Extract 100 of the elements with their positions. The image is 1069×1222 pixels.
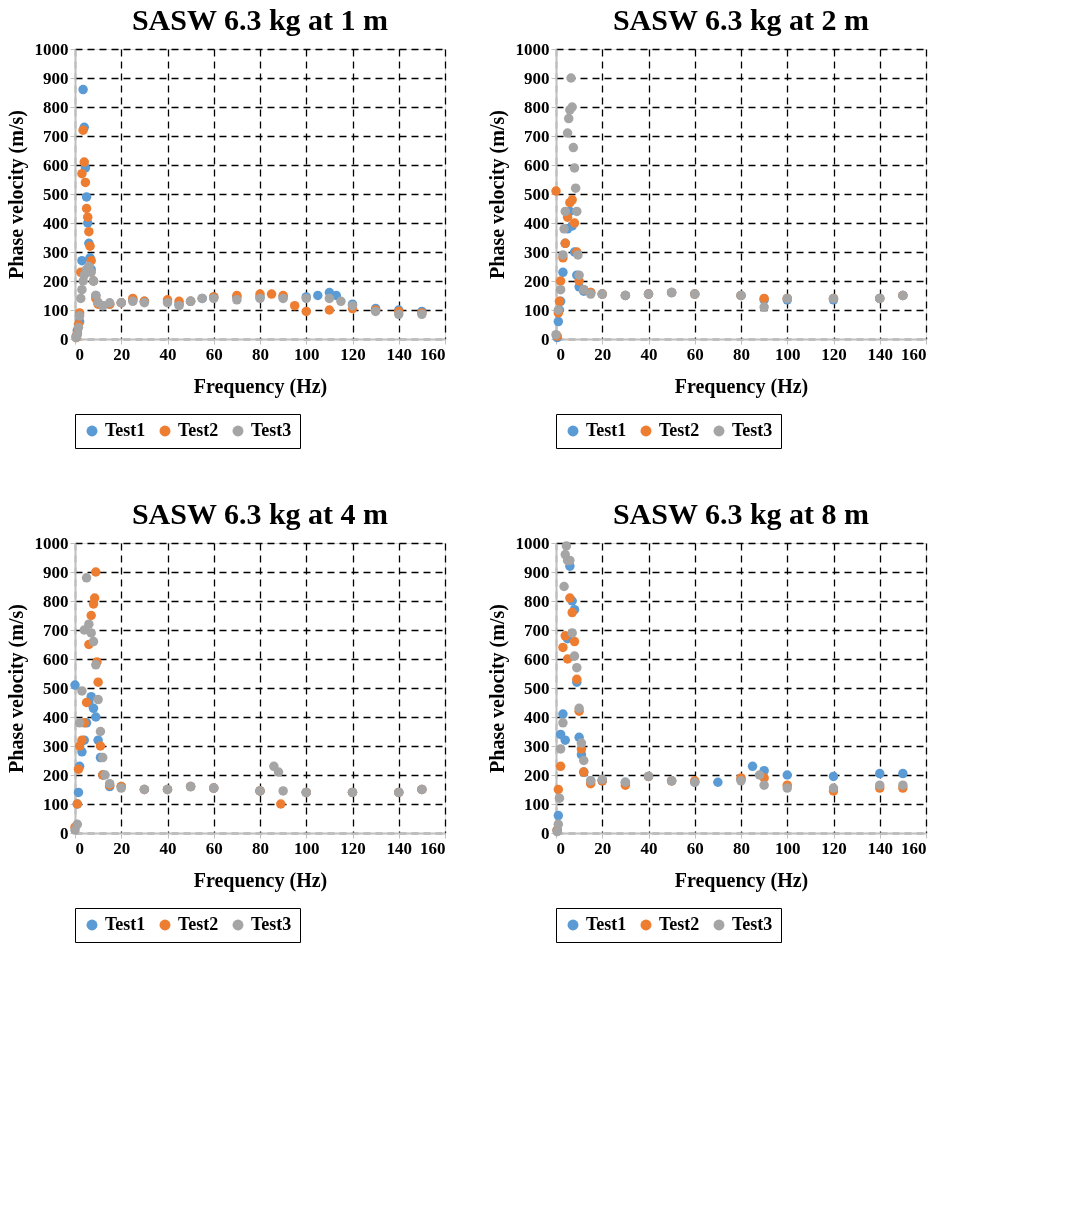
legend-label: Test3 — [251, 914, 292, 934]
x-tick-label: 140 — [867, 344, 893, 364]
legend-label: Test2 — [178, 420, 219, 440]
y-tick-label: 1000 — [515, 533, 550, 553]
y-tick-label: 200 — [524, 271, 550, 291]
x-tick-label: 160 — [901, 838, 927, 858]
y-tick-label: 400 — [43, 213, 69, 233]
legend-label: Test1 — [586, 914, 627, 934]
y-tick-label: 300 — [43, 242, 69, 262]
legend-label: Test3 — [251, 420, 292, 440]
legend-label: Test1 — [586, 420, 627, 440]
y-tick-label: 600 — [43, 155, 69, 175]
x-tick-label: 160 — [420, 344, 446, 364]
y-tick-label: 400 — [524, 707, 550, 727]
x-tick-label: 120 — [340, 344, 366, 364]
y-tick-label: 300 — [524, 736, 550, 756]
x-tick-label: 80 — [252, 344, 269, 364]
x-tick-label: 0 — [75, 344, 84, 364]
x-axis-title: Frequency (Hz) — [674, 868, 809, 892]
y-tick-label: 900 — [43, 562, 69, 582]
y-tick-label: 300 — [43, 736, 69, 756]
y-tick-label: 200 — [43, 765, 69, 785]
y-tick-label: 600 — [524, 155, 550, 175]
y-tick-label: 800 — [43, 97, 69, 117]
x-tick-label: 100 — [775, 344, 801, 364]
x-tick-label: 80 — [733, 838, 750, 858]
y-tick-label: 200 — [524, 765, 550, 785]
x-tick-label: 100 — [294, 344, 320, 364]
y-tick-label: 900 — [43, 68, 69, 88]
y-tick-label: 800 — [524, 97, 550, 117]
x-tick-label: 60 — [686, 838, 704, 858]
y-tick-label: 700 — [43, 620, 69, 640]
chart-title: SASW 6.3 kg at 2 m — [612, 3, 870, 36]
x-tick-label: 140 — [386, 838, 412, 858]
y-tick-label: 700 — [43, 126, 69, 146]
y-tick-label: 1000 — [34, 533, 69, 553]
x-tick-label: 100 — [775, 838, 801, 858]
x-tick-label: 20 — [113, 838, 131, 858]
x-tick-label: 100 — [294, 838, 320, 858]
y-tick-label: 500 — [43, 678, 69, 698]
x-tick-label: 0 — [75, 838, 84, 858]
y-axis-title: Phase velocity (m/s) — [4, 604, 28, 773]
y-tick-label: 0 — [60, 823, 69, 843]
x-tick-label: 160 — [420, 838, 446, 858]
y-tick-label: 500 — [524, 678, 550, 698]
x-tick-label: 0 — [556, 344, 565, 364]
y-tick-label: 600 — [43, 649, 69, 669]
x-tick-label: 40 — [640, 838, 658, 858]
y-tick-label: 600 — [524, 649, 550, 669]
x-tick-label: 60 — [686, 344, 704, 364]
x-tick-label: 60 — [205, 344, 223, 364]
y-tick-label: 0 — [60, 329, 69, 349]
y-tick-label: 0 — [541, 329, 550, 349]
x-tick-label: 60 — [205, 838, 223, 858]
x-tick-label: 20 — [594, 838, 612, 858]
legend-label: Test2 — [659, 420, 700, 440]
y-tick-label: 700 — [524, 620, 550, 640]
x-tick-label: 140 — [386, 344, 412, 364]
y-tick-label: 1000 — [515, 39, 550, 59]
y-tick-label: 900 — [524, 562, 550, 582]
x-tick-label: 0 — [556, 838, 565, 858]
x-tick-label: 80 — [733, 344, 750, 364]
x-tick-label: 20 — [594, 344, 612, 364]
y-tick-label: 500 — [43, 184, 69, 204]
y-tick-label: 300 — [524, 242, 550, 262]
y-tick-label: 900 — [524, 68, 550, 88]
y-tick-label: 800 — [43, 591, 69, 611]
y-tick-label: 500 — [524, 184, 550, 204]
x-tick-label: 140 — [867, 838, 893, 858]
x-tick-label: 40 — [640, 344, 658, 364]
chart-title: SASW 6.3 kg at 4 m — [131, 497, 389, 530]
y-tick-label: 1000 — [34, 39, 69, 59]
y-axis-title: Phase velocity (m/s) — [4, 110, 28, 279]
x-tick-label: 120 — [821, 344, 847, 364]
y-tick-label: 700 — [524, 126, 550, 146]
x-tick-label: 40 — [159, 344, 177, 364]
x-axis-title: Frequency (Hz) — [193, 868, 328, 892]
y-tick-label: 400 — [43, 707, 69, 727]
y-tick-label: 100 — [524, 794, 550, 814]
y-tick-label: 400 — [524, 213, 550, 233]
chart-title: SASW 6.3 kg at 1 m — [131, 3, 389, 36]
legend-label: Test3 — [732, 914, 773, 934]
y-tick-label: 100 — [524, 300, 550, 320]
y-tick-label: 100 — [43, 794, 69, 814]
x-tick-label: 20 — [113, 344, 131, 364]
x-tick-label: 160 — [901, 344, 927, 364]
legend-label: Test1 — [105, 914, 146, 934]
y-tick-label: 800 — [524, 591, 550, 611]
x-tick-label: 80 — [252, 838, 269, 858]
legend-label: Test2 — [178, 914, 219, 934]
legend-label: Test1 — [105, 420, 146, 440]
y-tick-label: 200 — [43, 271, 69, 291]
y-axis-title: Phase velocity (m/s) — [485, 604, 509, 773]
y-tick-label: 100 — [43, 300, 69, 320]
x-axis-title: Frequency (Hz) — [193, 374, 328, 398]
y-axis-title: Phase velocity (m/s) — [485, 110, 509, 279]
legend-label: Test3 — [732, 420, 773, 440]
legend-label: Test2 — [659, 914, 700, 934]
x-tick-label: 120 — [340, 838, 366, 858]
x-tick-label: 120 — [821, 838, 847, 858]
